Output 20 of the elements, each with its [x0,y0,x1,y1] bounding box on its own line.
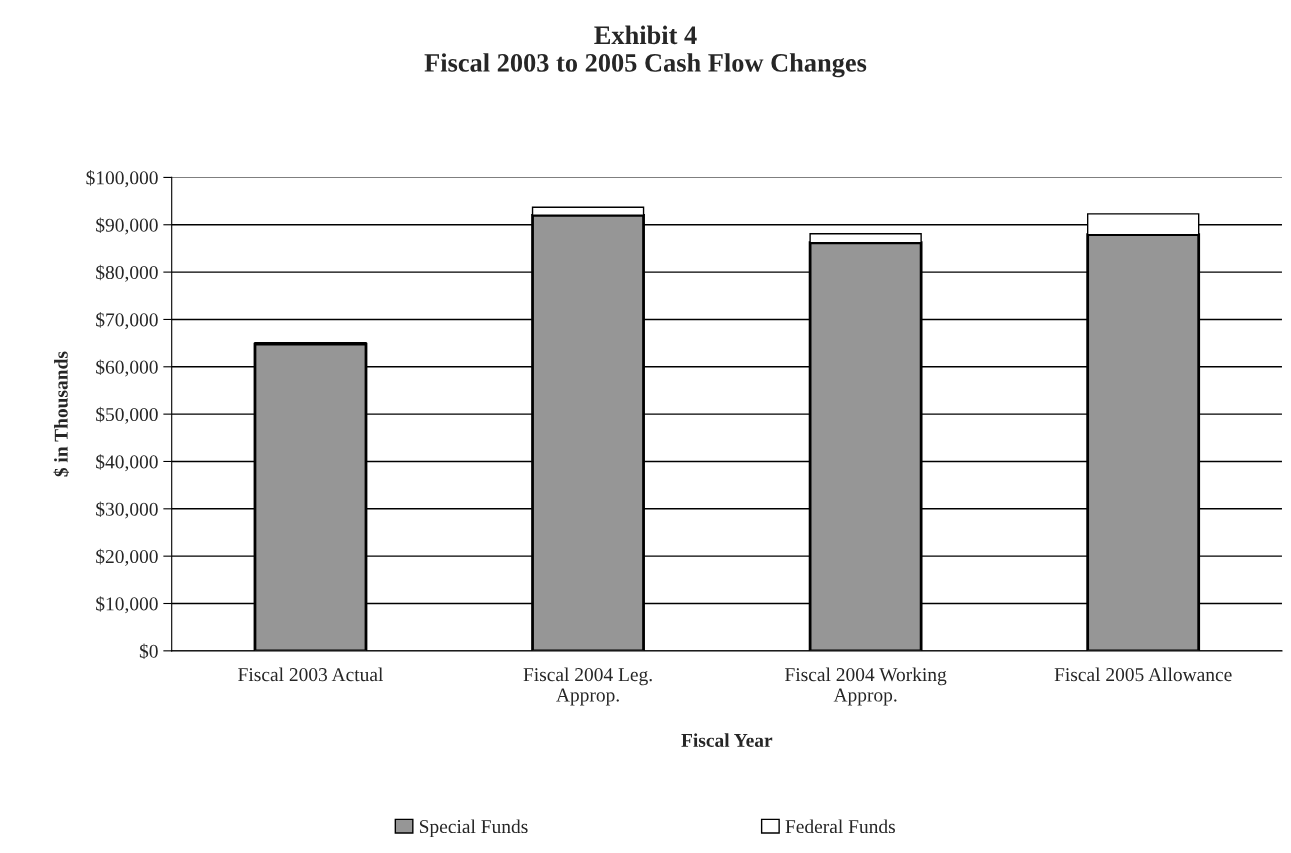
y-tick-label: $100,000 [86,170,158,188]
x-tick-label: Fiscal 2004 Working Approp. [785,667,947,706]
y-tick-label: $80,000 [96,264,158,282]
y-tick-label: $40,000 [96,454,158,472]
chart-title: Exhibit 4 Fiscal 2003 to 2005 Cash Flow Changes [424,25,867,78]
y-tick-label: $60,000 [96,359,158,377]
x-tick-label: Fiscal 2005 Allowance [1054,667,1232,682]
y-tick-label: $50,000 [96,406,158,424]
y-tick-label: $20,000 [96,548,158,566]
legend-label: Special Funds [419,819,528,838]
y-tick-label: $70,000 [96,312,158,330]
x-tick-label: Fiscal 2004 Leg. Approp. [523,667,652,706]
y-tick-label: $90,000 [96,217,158,235]
y-tick-label: $30,000 [96,501,158,519]
y-axis-title: $ in Thousands [53,351,70,477]
y-tick-label: $0 [139,643,158,660]
legend-label: Federal Funds [785,819,895,834]
x-tick-label: Fiscal 2003 Actual [238,667,383,682]
x-axis-title: Fiscal Year [681,733,773,747]
y-tick-label: $10,000 [96,596,158,614]
